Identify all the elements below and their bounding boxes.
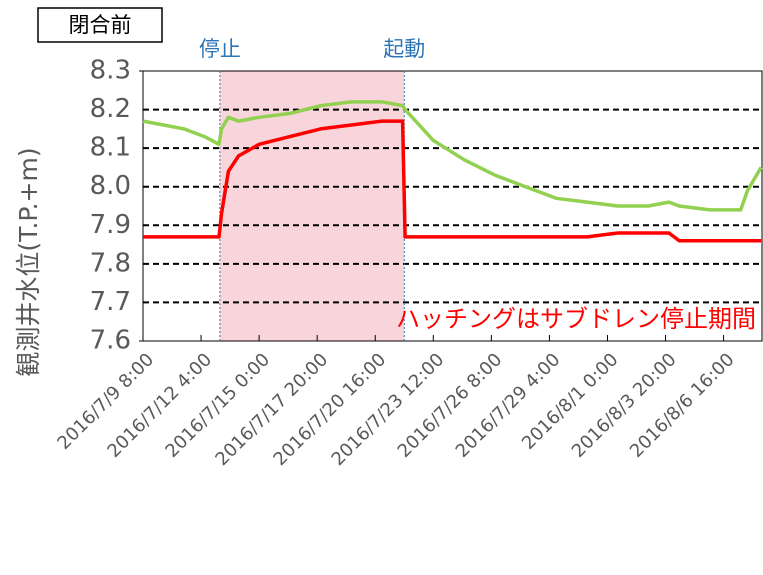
- y-axis-label: 観測井水位(T.P.+m): [14, 147, 43, 376]
- x-tick-label: 2016/7/12 4:00: [103, 349, 216, 462]
- plot-frame: [142, 70, 763, 342]
- x-tick-label: 2016/7/9 8:00: [53, 349, 158, 454]
- title-box: [37, 7, 163, 43]
- y-tick-label: 7.6: [90, 326, 131, 356]
- y-tick-label: 8.2: [90, 94, 131, 124]
- x-tick-label: 2016/8/3 20:00: [568, 349, 681, 462]
- y-tick-label: 7.9: [90, 210, 131, 240]
- y-tick-label: 8.3: [90, 56, 131, 86]
- chart-title: 閉合前: [69, 13, 132, 37]
- x-tick-label: 2016/7/26 8:00: [394, 349, 507, 462]
- y-tick-label: 7.8: [90, 248, 131, 278]
- y-tick-label: 8.1: [90, 133, 131, 163]
- y-tick-label: 8.0: [90, 171, 131, 201]
- shade-label: ハッチングはサブドレン停止期間: [396, 305, 756, 333]
- shade: [219, 71, 405, 341]
- y-tick-label: 7.7: [90, 287, 131, 317]
- event-label: 停止: [199, 37, 241, 61]
- x-tick-label: 2016/8/6 16:00: [626, 349, 739, 462]
- x-tick-label: 2016/7/29 4:00: [452, 349, 565, 462]
- x-tick-label: 2016/7/15 0:00: [161, 349, 274, 462]
- series-line: [143, 119, 762, 243]
- event-label: 起動: [383, 37, 425, 61]
- series-line: [142, 100, 763, 212]
